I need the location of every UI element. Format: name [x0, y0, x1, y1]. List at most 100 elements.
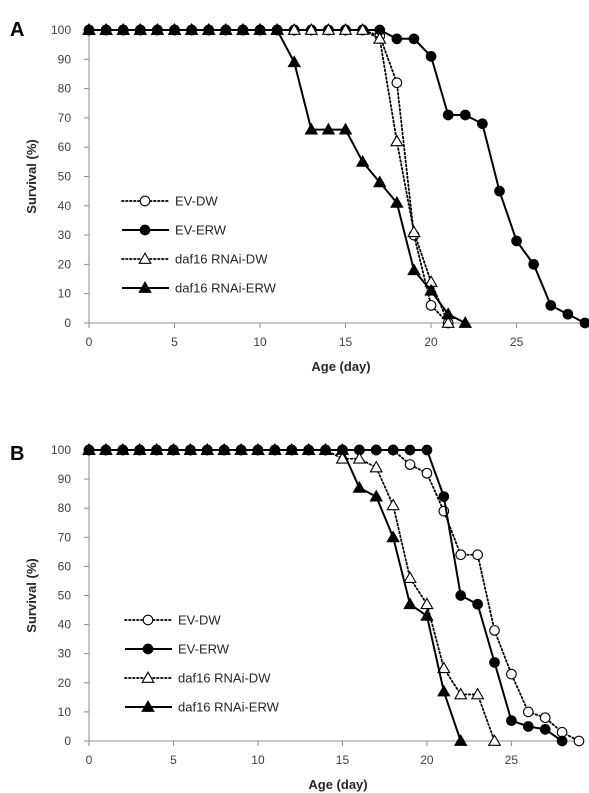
- data-point-ev-dw: [404, 459, 416, 470]
- data-point-ev-dw: [556, 726, 568, 738]
- data-point-daf16-rnai-erw: [133, 23, 148, 35]
- data-point-daf16-rnai-erw: [304, 122, 319, 135]
- data-point-daf16-rnai-erw: [150, 23, 165, 35]
- data-point-daf16-rnai-erw: [437, 684, 451, 697]
- y-tick-label: 30: [58, 228, 72, 242]
- x-tick-label: 0: [86, 335, 93, 349]
- x-tick-label: 25: [510, 335, 524, 349]
- y-tick-label: 50: [58, 589, 72, 603]
- data-point-ev-erw: [511, 235, 522, 247]
- data-point-ev-erw: [404, 444, 416, 456]
- data-point-ev-dw: [472, 549, 483, 561]
- data-point-daf16-rnai-erw: [234, 443, 248, 455]
- y-tick-label: 70: [58, 111, 72, 125]
- data-point-daf16-rnai-erw: [420, 608, 434, 621]
- data-point-ev-erw: [425, 51, 437, 62]
- data-point-ev-dw: [573, 735, 585, 747]
- data-point-daf16-rnai-erw: [458, 316, 473, 328]
- data-point-daf16-rnai-erw: [253, 23, 267, 35]
- data-point-daf16-rnai-erw: [301, 443, 316, 455]
- data-point-daf16-rnai-erw: [219, 23, 233, 35]
- data-point-daf16-rnai-erw: [441, 307, 455, 320]
- data-point-daf16-rnai-erw: [318, 443, 333, 455]
- panel-a-chart: A 0 10 20 30 40 50 60 70 80 90 100 0 5 10 15 20 25 Age (da…: [10, 19, 589, 374]
- data-point-daf16-rnai-dw: [487, 734, 502, 746]
- data-point-daf16-rnai-dw: [420, 597, 434, 610]
- data-point-ev-erw: [545, 300, 557, 311]
- data-point-daf16-rnai-erw: [287, 55, 301, 68]
- legend-marker-ev-erw: [142, 643, 154, 655]
- y-axis-title: Survival (%): [24, 558, 39, 632]
- data-point-ev-erw: [459, 109, 471, 121]
- data-point-daf16-rnai-erw: [369, 489, 383, 502]
- panel-b-chart: B 0 10 20 30 40 50 60 70 80 90 100 0 5 10 15 20 25 Age (da…: [10, 443, 585, 792]
- data-point-ev-erw: [408, 33, 420, 45]
- data-point-daf16-rnai-erw: [407, 263, 421, 276]
- data-point-daf16-rnai-erw: [251, 443, 265, 455]
- y-tick-label: 20: [58, 257, 72, 271]
- data-point-ev-erw: [391, 33, 403, 45]
- y-tick-label: 60: [58, 140, 72, 154]
- y-tick-label: 40: [58, 618, 72, 632]
- data-point-daf16-rnai-erw: [201, 23, 216, 35]
- data-point-ev-erw: [528, 259, 540, 270]
- data-point-daf16-rnai-dw: [386, 498, 400, 511]
- series-line-daf16-rnai-erw: [89, 449, 462, 742]
- panel-label: A: [10, 19, 24, 41]
- data-point-ev-dw: [455, 549, 467, 561]
- data-point-daf16-rnai-erw: [270, 23, 284, 35]
- data-point-daf16-rnai-erw: [321, 122, 336, 135]
- y-tick-label: 0: [64, 734, 71, 748]
- data-point-ev-erw: [472, 598, 483, 610]
- data-point-daf16-rnai-dw: [304, 23, 319, 35]
- x-tick-label: 0: [86, 753, 93, 767]
- data-point-ev-erw: [477, 118, 488, 130]
- data-point-daf16-rnai-dw: [373, 31, 387, 44]
- data-point-daf16-rnai-erw: [453, 734, 468, 746]
- data-point-daf16-rnai-erw: [132, 443, 147, 455]
- y-tick-label: 100: [51, 23, 71, 37]
- series-daf16-rnai-erw: [82, 443, 468, 746]
- data-point-daf16-rnai-erw: [116, 23, 130, 35]
- data-point-ev-dw: [506, 668, 517, 680]
- y-tick-label: 0: [64, 316, 71, 330]
- legend-marker-daf16-rnai-dw: [141, 671, 155, 683]
- data-point-daf16-rnai-erw: [236, 23, 250, 35]
- data-point-daf16-rnai-dw: [453, 687, 468, 700]
- y-tick-label: 90: [58, 52, 72, 66]
- data-point-daf16-rnai-erw: [403, 597, 417, 610]
- data-point-daf16-rnai-erw: [285, 443, 299, 455]
- y-tick-label: 20: [58, 676, 72, 690]
- legend-label-daf16-rnai-erw: daf16 RNAi-ERW: [178, 700, 280, 715]
- data-point-daf16-rnai-erw: [166, 443, 181, 455]
- series-line-ev-erw: [89, 449, 563, 742]
- y-axis-title: Survival (%): [24, 139, 39, 213]
- data-point-daf16-rnai-dw: [321, 23, 336, 35]
- data-point-ev-erw: [539, 724, 551, 735]
- x-axis-title: Age (day): [308, 777, 367, 792]
- series-daf16-rnai-dw: [82, 443, 502, 746]
- data-point-daf16-rnai-erw: [373, 175, 387, 188]
- data-point-daf16-rnai-dw: [390, 134, 404, 147]
- data-point-daf16-rnai-erw: [167, 23, 182, 35]
- data-point-daf16-rnai-erw: [200, 443, 215, 455]
- data-point-daf16-rnai-erw: [335, 443, 350, 455]
- data-point-daf16-rnai-erw: [390, 195, 404, 208]
- data-point-ev-erw: [556, 735, 568, 747]
- data-point-daf16-rnai-erw: [99, 443, 113, 455]
- data-point-ev-erw: [522, 721, 534, 732]
- y-tick-label: 100: [51, 443, 71, 457]
- data-point-ev-dw: [425, 300, 437, 311]
- x-tick-label: 15: [339, 335, 353, 349]
- series-ev-erw: [83, 444, 568, 747]
- data-point-daf16-rnai-erw: [268, 443, 282, 455]
- x-tick-label: 25: [505, 753, 519, 767]
- legend-label-ev-dw: EV-DW: [178, 613, 221, 628]
- data-point-daf16-rnai-erw: [82, 23, 96, 35]
- data-point-daf16-rnai-erw: [352, 480, 367, 493]
- x-tick-label: 20: [424, 335, 438, 349]
- x-tick-label: 5: [170, 753, 177, 767]
- series-line-daf16-rnai-dw: [88, 449, 496, 742]
- data-point-daf16-rnai-erw: [338, 122, 353, 135]
